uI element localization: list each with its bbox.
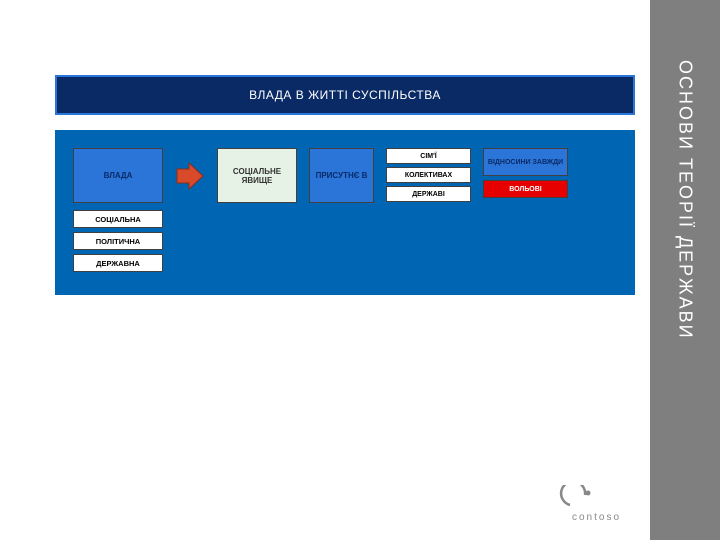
- sidebar: ОСНОВИ ТЕОРІЇ ДЕРЖАВИ: [650, 0, 720, 540]
- context-state: ДЕРЖАВІ: [386, 186, 471, 202]
- diagram-row: ВЛАДА СОЦІАЛЬНЕ ЯВИЩЕ ПРИСУТНЄ В СІМ'Ї К…: [73, 148, 617, 203]
- present-in-box: ПРИСУТНЄ В: [309, 148, 374, 203]
- sub-state: ДЕРЖАВНА: [73, 254, 163, 272]
- volitional-box: ВОЛЬОВІ: [483, 180, 568, 198]
- logo-text: contoso: [572, 512, 621, 523]
- slide: ОСНОВИ ТЕОРІЇ ДЕРЖАВИ contoso ВЛАДА В ЖИ…: [0, 0, 720, 540]
- social-phenomenon-box: СОЦІАЛЬНЕ ЯВИЩЕ: [217, 148, 297, 203]
- diagram-panel: ВЛАДА СОЦІАЛЬНЕ ЯВИЩЕ ПРИСУТНЄ В СІМ'Ї К…: [55, 130, 635, 295]
- sidebar-title: ОСНОВИ ТЕОРІЇ ДЕРЖАВИ: [675, 60, 696, 340]
- vlada-sub-stack: СОЦІАЛЬНА ПОЛІТИЧНА ДЕРЖАВНА: [73, 210, 163, 272]
- context-family: СІМ'Ї: [386, 148, 471, 164]
- sub-political: ПОЛІТИЧНА: [73, 232, 163, 250]
- content-area: ВЛАДА В ЖИТТІ СУСПІЛЬСТВА ВЛАДА СОЦІАЛЬН…: [55, 75, 635, 295]
- arrow-icon: [175, 148, 205, 203]
- contexts-stack: СІМ'Ї КОЛЕКТИВАХ ДЕРЖАВІ: [386, 148, 471, 202]
- relations-box: ВІДНОСИНИ ЗАВЖДИ: [483, 148, 568, 176]
- logo-icon: contoso: [550, 485, 640, 525]
- context-collectives: КОЛЕКТИВАХ: [386, 167, 471, 183]
- vlada-box: ВЛАДА: [73, 148, 163, 203]
- relations-group: ВІДНОСИНИ ЗАВЖДИ ВОЛЬОВІ: [483, 148, 568, 198]
- logo: contoso: [550, 485, 640, 525]
- diagram-title: ВЛАДА В ЖИТТІ СУСПІЛЬСТВА: [55, 75, 635, 115]
- sub-social: СОЦІАЛЬНА: [73, 210, 163, 228]
